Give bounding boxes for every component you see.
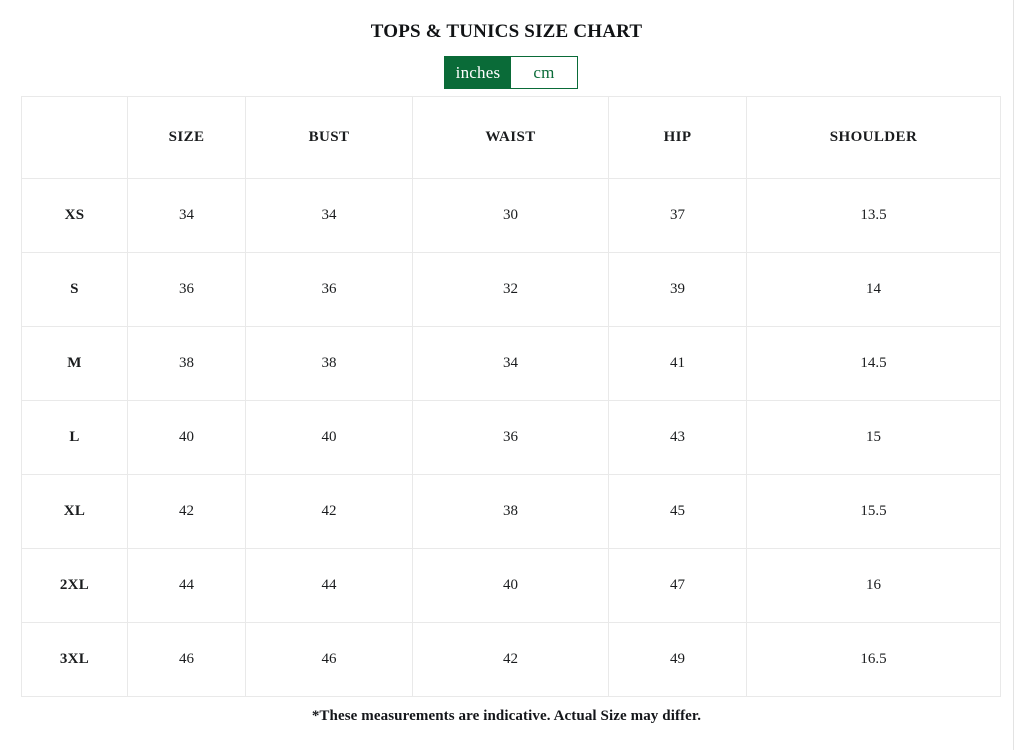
cell-hip: 43 xyxy=(608,400,747,475)
table-header-waist: WAIST xyxy=(412,96,609,179)
page-title: TOPS & TUNICS SIZE CHART xyxy=(370,21,643,42)
cell-shoulder: 16.5 xyxy=(746,622,1001,697)
cell-bust: 38 xyxy=(245,326,413,401)
table-header-bust: BUST xyxy=(245,96,413,179)
cell-size: 40 xyxy=(127,400,246,475)
size-table-container: SIZE BUST WAIST HIP SHOULDER XS 34 34 30… xyxy=(21,96,1001,697)
cell-hip: 49 xyxy=(608,622,747,697)
cell-bust: 42 xyxy=(245,474,413,549)
cell-waist: 42 xyxy=(412,622,609,697)
size-chart-table: SIZE BUST WAIST HIP SHOULDER XS 34 34 30… xyxy=(21,96,1001,697)
cell-size: 42 xyxy=(127,474,246,549)
row-label: 3XL xyxy=(21,622,128,697)
cell-hip: 39 xyxy=(608,252,747,327)
cell-shoulder: 16 xyxy=(746,548,1001,623)
cell-waist: 36 xyxy=(412,400,609,475)
row-label: XL xyxy=(21,474,128,549)
table-row: M 38 38 34 41 14.5 xyxy=(21,326,1001,401)
table-header-hip: HIP xyxy=(608,96,747,179)
unit-toggle-inches[interactable]: inches xyxy=(445,57,511,88)
row-label: S xyxy=(21,252,128,327)
cell-shoulder: 14 xyxy=(746,252,1001,327)
table-row: S 36 36 32 39 14 xyxy=(21,252,1001,327)
table-header-row: SIZE BUST WAIST HIP SHOULDER xyxy=(21,96,1001,179)
cell-waist: 38 xyxy=(412,474,609,549)
cell-hip: 41 xyxy=(608,326,747,401)
cell-waist: 30 xyxy=(412,178,609,253)
cell-size: 36 xyxy=(127,252,246,327)
table-row: 3XL 46 46 42 49 16.5 xyxy=(21,622,1001,697)
cell-bust: 34 xyxy=(245,178,413,253)
table-row: XS 34 34 30 37 13.5 xyxy=(21,178,1001,253)
cell-bust: 36 xyxy=(245,252,413,327)
cell-waist: 40 xyxy=(412,548,609,623)
measurement-disclaimer: *These measurements are indicative. Actu… xyxy=(311,708,702,724)
cell-size: 46 xyxy=(127,622,246,697)
page-edge-divider xyxy=(1013,0,1014,750)
cell-bust: 44 xyxy=(245,548,413,623)
cell-bust: 46 xyxy=(245,622,413,697)
table-header-size: SIZE xyxy=(127,96,246,179)
cell-shoulder: 13.5 xyxy=(746,178,1001,253)
cell-bust: 40 xyxy=(245,400,413,475)
table-row: L 40 40 36 43 15 xyxy=(21,400,1001,475)
cell-hip: 47 xyxy=(608,548,747,623)
cell-hip: 45 xyxy=(608,474,747,549)
cell-hip: 37 xyxy=(608,178,747,253)
cell-size: 44 xyxy=(127,548,246,623)
table-row: 2XL 44 44 40 47 16 xyxy=(21,548,1001,623)
cell-waist: 34 xyxy=(412,326,609,401)
table-header-shoulder: SHOULDER xyxy=(746,96,1001,179)
cell-shoulder: 15 xyxy=(746,400,1001,475)
cell-size: 34 xyxy=(127,178,246,253)
cell-shoulder: 15.5 xyxy=(746,474,1001,549)
row-label: L xyxy=(21,400,128,475)
cell-waist: 32 xyxy=(412,252,609,327)
unit-toggle[interactable]: inches cm xyxy=(444,56,578,89)
cell-shoulder: 14.5 xyxy=(746,326,1001,401)
row-label: M xyxy=(21,326,128,401)
row-label: XS xyxy=(21,178,128,253)
cell-size: 38 xyxy=(127,326,246,401)
table-row: XL 42 42 38 45 15.5 xyxy=(21,474,1001,549)
table-header-blank xyxy=(21,96,128,179)
unit-toggle-cm[interactable]: cm xyxy=(511,57,577,88)
row-label: 2XL xyxy=(21,548,128,623)
